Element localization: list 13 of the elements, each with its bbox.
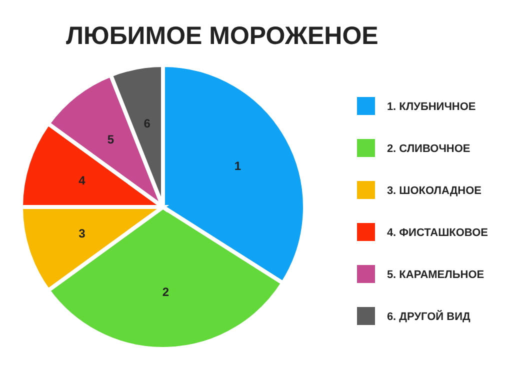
legend-label: 1. КЛУБНИЧНОЕ <box>386 101 476 113</box>
text: 1 <box>234 158 242 173</box>
text: 2 <box>162 285 170 300</box>
text: 5 <box>107 132 114 147</box>
text: 6 <box>144 116 150 130</box>
text: 4 <box>78 174 86 188</box>
legend-label: 2. СЛИВОЧНОЕ <box>386 143 470 155</box>
legend-label: 4. ФИСТАШКОВОЕ <box>386 227 488 239</box>
legend-label: 3. ШОКОЛАДНОЕ <box>386 185 482 197</box>
chart-title: ЛЮБИМОЕ МОРОЖЕНОЕ <box>66 22 380 52</box>
legend-label: 5. КАРАМЕЛЬНОЕ <box>386 269 484 281</box>
text: 3 <box>78 226 86 240</box>
legend-label: 6. ДРУГОЙ ВИД <box>386 311 470 323</box>
